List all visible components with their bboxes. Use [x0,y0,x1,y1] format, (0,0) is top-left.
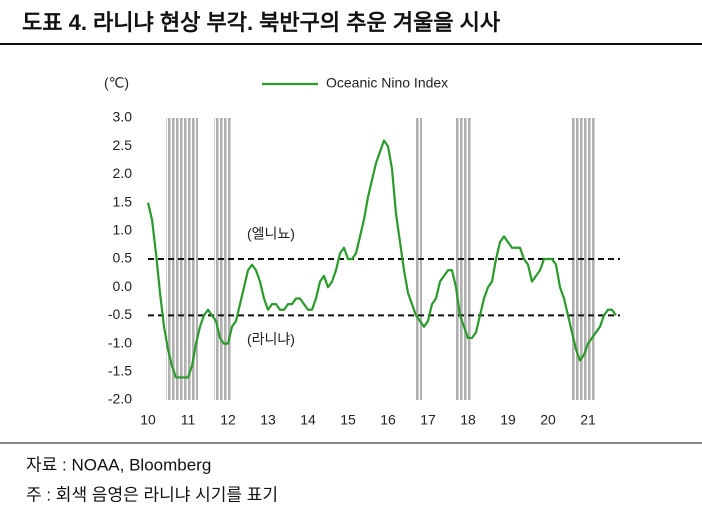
x-tick-label: 14 [300,412,316,428]
reference-label: (라니냐) [247,331,295,347]
y-axis-label: (℃) [104,75,129,91]
reference-label: (엘니뇨) [247,226,295,242]
x-tick-label: 15 [340,412,356,428]
source: 자료 : NOAA, Bloomberg [26,455,211,474]
y-tick-label: 2.0 [113,165,133,181]
note: 주 : 회색 음영은 라니냐 시기를 표기 [26,485,278,504]
x-tick-label: 13 [260,412,276,428]
x-tick-label: 18 [460,412,476,428]
y-tick-label: 2.5 [113,137,133,153]
y-tick-label: 0.0 [113,278,133,294]
x-tick-label: 12 [220,412,236,428]
y-tick-label: -1.0 [108,334,132,350]
y-tick-label: -2.0 [108,391,132,407]
y-tick-label: 1.5 [113,193,133,209]
y-tick-label: -1.5 [108,363,132,379]
series-line [146,139,617,379]
x-tick-label: 21 [580,412,596,428]
legend-label: Oceanic Nino Index [326,75,448,91]
x-tick-label: 20 [540,412,556,428]
x-tick-label: 11 [181,412,196,428]
y-tick-label: -0.5 [108,306,132,322]
x-tick-label: 17 [420,412,436,428]
x-tick-label: 10 [140,412,156,428]
x-tick-label: 16 [380,412,396,428]
y-tick-label: 3.0 [113,109,133,125]
chart-title: 도표 4. 라니냐 현상 부각. 북반구의 추운 겨울을 시사 [22,10,501,35]
y-tick-label: 1.0 [113,222,133,238]
y-tick-label: 0.5 [113,250,133,266]
x-tick-label: 19 [500,412,516,428]
